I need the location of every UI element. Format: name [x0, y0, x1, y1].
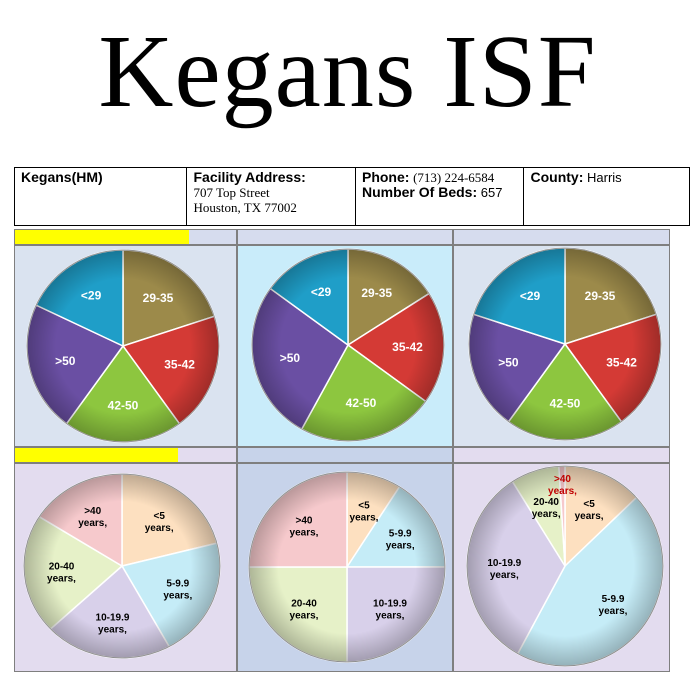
pie-label: 42-50: [108, 399, 139, 413]
county-label: County:: [530, 169, 584, 185]
pie-label: 35-42: [164, 357, 195, 371]
pie-label: 10-19.9 years,: [487, 558, 521, 581]
pie-outline: [468, 247, 662, 441]
pie-label: 20-40 years,: [290, 599, 319, 622]
pie-label: 10-19.9 years,: [373, 599, 407, 622]
pie-chart-4: <5 years, 5-9.9 years, 10-19.9 years, 20-40 yea…: [23, 473, 221, 659]
section-band-1-right: [453, 229, 670, 245]
phone-label: Phone:: [361, 169, 410, 185]
pie-label: >40 years,: [78, 506, 107, 529]
section-band-2-right: [453, 447, 670, 463]
page-title: Kegans ISF: [98, 14, 597, 129]
pie-label: <29: [311, 285, 332, 299]
pie-rim-shade: [24, 474, 220, 658]
pie-label: 29-35: [361, 286, 392, 300]
phone-value: (713) 224-6584: [413, 170, 495, 185]
facility-name-cell: Kegans(HM): [15, 168, 188, 225]
pie-outline: [26, 249, 220, 443]
section-band-1-mid: [237, 229, 453, 245]
pie-label: 42-50: [550, 397, 581, 411]
highlight-bar-2: [15, 448, 178, 462]
pie-label: 5-9.9 years,: [599, 594, 628, 617]
pie-label: >40 years,: [290, 515, 319, 538]
address-line2: Houston, TX 77002: [193, 200, 297, 215]
pie-label: <29: [520, 289, 541, 303]
pie-outline: [466, 465, 664, 667]
pie-outline: [251, 248, 445, 442]
pie-label: >50: [55, 354, 76, 368]
pie-label: 5-9.9 years,: [163, 579, 192, 602]
facility-contact-cell: Phone: (713) 224-6584 Number Of Beds: 65…: [356, 168, 525, 225]
pie-label: <29: [81, 289, 102, 303]
pie-label: <5 years,: [350, 500, 379, 523]
pie-label: >50: [498, 355, 519, 369]
pie-label: <5 years,: [145, 511, 174, 534]
pie-chart-3: 29-35 35-42 42-50 >50 <29: [468, 247, 662, 441]
pie-chart-5: <5 years, 5-9.9 years, 10-19.9 years, 20-40 yea…: [248, 471, 446, 663]
pie-label: >50: [280, 351, 301, 365]
pie-outline: [248, 471, 446, 663]
beds-value: 657: [480, 185, 503, 200]
facility-info-table: Kegans(HM) Facility Address: 707 Top Str…: [14, 167, 690, 226]
pie-rim-shade: [27, 250, 219, 442]
pie-rim-shade: [249, 472, 445, 662]
pie-label: 35-42: [392, 340, 423, 354]
pie-rim-shade: [252, 249, 444, 441]
pie-label: 20-40 years,: [47, 561, 76, 584]
pie-chart-6: <5 years, 5-9.9 years, 10-19.9 years, 20-40 yea…: [466, 465, 664, 667]
facility-address-cell: Facility Address: 707 Top Street Houston…: [187, 168, 356, 225]
pie-rim-shade: [467, 466, 663, 666]
highlight-bar-1: [15, 230, 189, 244]
pie-label: 10-19.9 years,: [96, 612, 130, 635]
pie-label: 42-50: [346, 396, 377, 410]
section-band-2-mid: [237, 447, 453, 463]
beds-label: Number Of Beds:: [361, 184, 478, 200]
pie-chart-1: 29-35 35-42 42-50 >50 <29: [26, 249, 220, 443]
address-line1: 707 Top Street: [193, 185, 270, 200]
pie-label: <5 years,: [575, 499, 604, 522]
pie-label: 29-35: [143, 291, 174, 305]
facility-name: Kegans(HM): [21, 169, 103, 185]
pie-rim-shade: [469, 248, 661, 440]
pie-outline: [23, 473, 221, 659]
pie-label: 35-42: [606, 355, 637, 369]
address-label: Facility Address:: [193, 169, 306, 185]
pie-label: 29-35: [585, 289, 616, 303]
facility-county-cell: County: Harris: [524, 168, 689, 225]
pie-label: 20-40 years,: [532, 497, 561, 520]
pie-label: 5-9.9 years,: [386, 529, 415, 552]
pie-chart-2: 29-35 35-42 42-50 >50 <29: [251, 248, 445, 442]
county-value: Harris: [587, 170, 622, 185]
pie-label: >40 years,: [548, 474, 577, 497]
